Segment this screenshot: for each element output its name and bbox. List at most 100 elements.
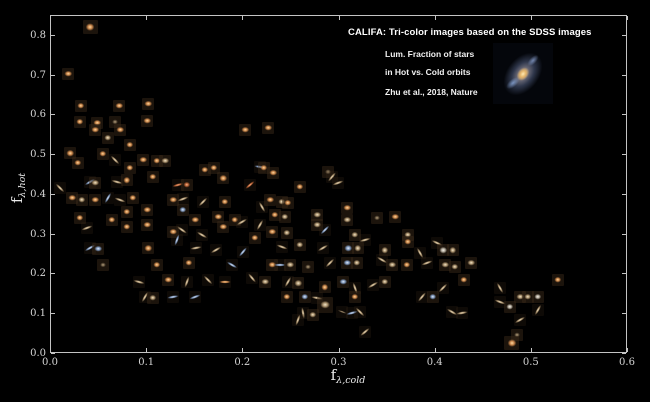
galaxy-marker	[281, 196, 294, 209]
galaxy-marker	[73, 115, 86, 128]
galaxy-marker	[400, 258, 413, 271]
galaxy-image-core	[152, 157, 161, 165]
x-tick-label: 0.0	[42, 357, 58, 368]
galaxy-marker	[114, 193, 127, 206]
galaxy-image-core	[403, 238, 412, 245]
galaxy-marker	[74, 99, 87, 112]
galaxy-marker	[120, 205, 133, 218]
galaxy-image-core	[320, 300, 330, 310]
galaxy-image-core	[94, 245, 102, 253]
chart-title: CALIFA: Tri-color images based on the SD…	[348, 27, 592, 38]
galaxy-marker	[83, 19, 98, 35]
galaxy-marker	[273, 258, 286, 271]
galaxy-marker	[92, 242, 105, 255]
x-axis-label-subscript: λ,cold	[336, 375, 366, 386]
galaxy-image-core	[391, 213, 399, 220]
galaxy-marker	[126, 191, 139, 204]
galaxy-marker	[531, 304, 544, 317]
galaxy-marker	[493, 296, 507, 309]
galaxy-image-core	[280, 213, 289, 220]
galaxy-image-core	[241, 126, 249, 133]
galaxy-image-core	[123, 176, 131, 184]
galaxy-marker	[345, 306, 359, 319]
y-tick-label: 0.0	[30, 348, 46, 359]
galaxy-image-core	[144, 244, 152, 252]
galaxy-image-core	[164, 276, 173, 284]
galaxy-marker	[465, 256, 478, 269]
galaxy-marker	[514, 314, 527, 326]
galaxy-marker	[275, 240, 288, 253]
x-axis-label-symbol: f	[330, 366, 337, 384]
x-tick-mark-top	[530, 16, 532, 20]
galaxy-image-core	[353, 244, 362, 252]
galaxy-image-core	[441, 261, 449, 268]
galaxy-image-core	[516, 293, 525, 301]
galaxy-marker	[137, 153, 150, 166]
galaxy-marker	[150, 258, 163, 271]
galaxy-marker	[317, 242, 330, 254]
x-tick-mark-top	[242, 16, 244, 20]
galaxy-marker	[101, 191, 114, 204]
galaxy-image-core	[344, 244, 352, 252]
y-tick-mark	[51, 313, 55, 315]
galaxy-image-core	[139, 156, 148, 163]
galaxy-image-core	[353, 259, 361, 266]
galaxy-marker	[336, 306, 349, 318]
galaxy-marker	[207, 161, 220, 174]
galaxy-image-core	[161, 157, 170, 165]
galaxy-image-core	[68, 194, 76, 202]
subtitle-line-2: in Hot vs. Cold orbits	[385, 67, 471, 77]
y-tick-label: 0.3	[30, 228, 46, 240]
galaxy-marker	[182, 256, 195, 269]
galaxy-marker	[325, 170, 338, 183]
y-tick-mark-right	[622, 313, 626, 315]
x-tick-mark	[627, 348, 628, 352]
x-tick-mark	[146, 348, 148, 352]
galaxy-image-core	[149, 294, 157, 301]
galaxy-image-core	[219, 174, 227, 182]
galaxy-image-core	[259, 164, 268, 171]
y-tick-mark-right	[622, 273, 626, 275]
galaxy-image-core	[126, 164, 134, 171]
galaxy-marker	[89, 176, 102, 189]
galaxy-image-core	[296, 241, 304, 249]
galaxy-marker	[294, 180, 306, 193]
galaxy-marker	[494, 281, 507, 294]
galaxy-image-core	[91, 179, 99, 187]
subtitle-line-1: Lum. Fraction of stars	[385, 49, 475, 59]
galaxy-image-core	[282, 229, 291, 237]
galaxy-marker	[141, 114, 154, 127]
galaxy-marker	[239, 123, 252, 136]
galaxy-image-core	[266, 196, 274, 204]
galaxy-image-core	[64, 70, 73, 77]
galaxy-marker	[180, 178, 193, 191]
galaxy-image-core	[91, 196, 99, 204]
galaxy-image-core	[103, 134, 112, 142]
galaxy-marker	[141, 203, 154, 216]
galaxy-image-core	[451, 263, 459, 270]
galaxy-image-core	[282, 293, 291, 301]
galaxy-marker	[162, 273, 175, 286]
galaxy-marker	[159, 154, 172, 167]
galaxy-image-core	[301, 293, 309, 301]
galaxy-image-core	[112, 119, 119, 125]
x-tick-label: 0.2	[234, 357, 251, 368]
y-tick-mark-right	[622, 233, 626, 235]
galaxy-marker	[342, 242, 355, 254]
galaxy-image-core	[184, 259, 193, 266]
galaxy-marker	[196, 195, 209, 208]
galaxy-image-core	[178, 206, 187, 214]
galaxy-marker	[348, 281, 361, 294]
galaxy-image-core	[230, 216, 239, 224]
galaxy-image-core	[144, 100, 152, 107]
y-axis-label-subscript: λ,hot	[17, 172, 28, 198]
galaxy-marker	[71, 156, 84, 169]
galaxy-image-core	[169, 196, 177, 204]
y-tick-label: 0.2	[30, 268, 46, 280]
galaxy-marker	[420, 256, 434, 269]
galaxy-image-core	[93, 119, 101, 127]
galaxy-image-core	[66, 149, 74, 157]
galaxy-image-core	[343, 216, 351, 224]
galaxy-marker	[278, 210, 291, 223]
galaxy-marker	[80, 221, 93, 234]
